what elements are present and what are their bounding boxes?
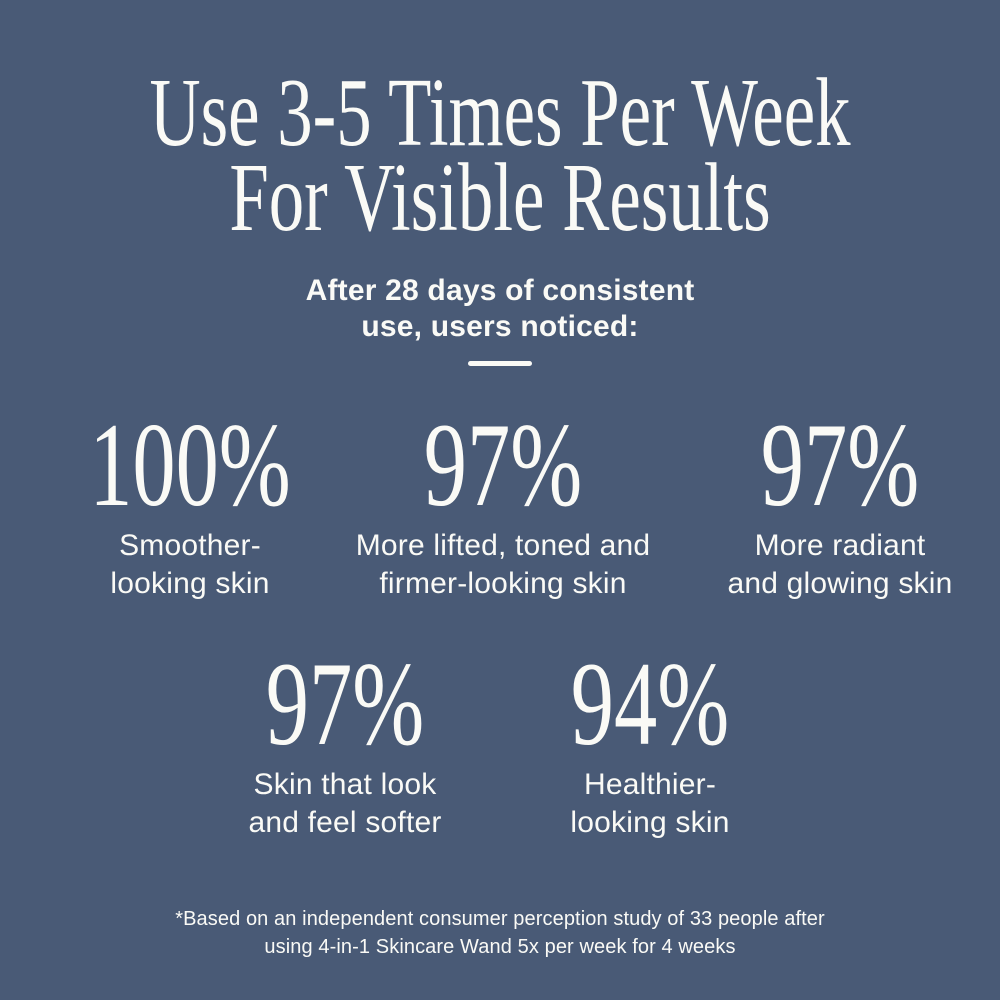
stat-value-97-percent: 97% bbox=[265, 637, 425, 770]
stat-label-lifted-toned-firmer-skin: More lifted, toned and firmer-looking sk… bbox=[355, 529, 651, 601]
stat-value-94-percent: 94% bbox=[570, 637, 730, 770]
page-title: Use 3-5 Times Per Week For Visible Resul… bbox=[135, 59, 865, 252]
stat-lifted-toned-firmer-skin: 97% More lifted, toned and firmer-lookin… bbox=[328, 405, 678, 603]
stat-label-smoother-skin: Smoother- looking skin bbox=[110, 529, 270, 601]
subtitle-line-1: After 28 days of consistent bbox=[305, 274, 695, 307]
stat-value-97-percent: 97% bbox=[423, 398, 583, 531]
stat-value-97-percent: 97% bbox=[760, 398, 920, 531]
stat-value-100-percent: 100% bbox=[89, 398, 291, 531]
stat-radiant-glowing-skin: 97% More radiant and glowing skin bbox=[683, 405, 997, 603]
title-line-1: Use 3-5 Times Per Week bbox=[149, 59, 851, 166]
stat-label-radiant-glowing-skin: More radiant and glowing skin bbox=[727, 529, 953, 601]
stat-label-healthier-skin: Healthier- looking skin bbox=[570, 768, 730, 840]
divider-line bbox=[468, 361, 532, 366]
subtitle: After 28 days of consistent use, users n… bbox=[0, 273, 1000, 345]
stat-label-softer-skin: Skin that look and feel softer bbox=[248, 768, 442, 840]
subtitle-line-2: use, users noticed: bbox=[361, 310, 639, 343]
stat-softer-skin: 97% Skin that look and feel softer bbox=[195, 644, 495, 842]
stat-smoother-skin: 100% Smoother- looking skin bbox=[35, 405, 345, 603]
title-line-2: For Visible Results bbox=[229, 144, 771, 252]
study-footnote: *Based on an independent consumer percep… bbox=[175, 908, 825, 958]
stat-healthier-skin: 94% Healthier- looking skin bbox=[500, 644, 800, 842]
